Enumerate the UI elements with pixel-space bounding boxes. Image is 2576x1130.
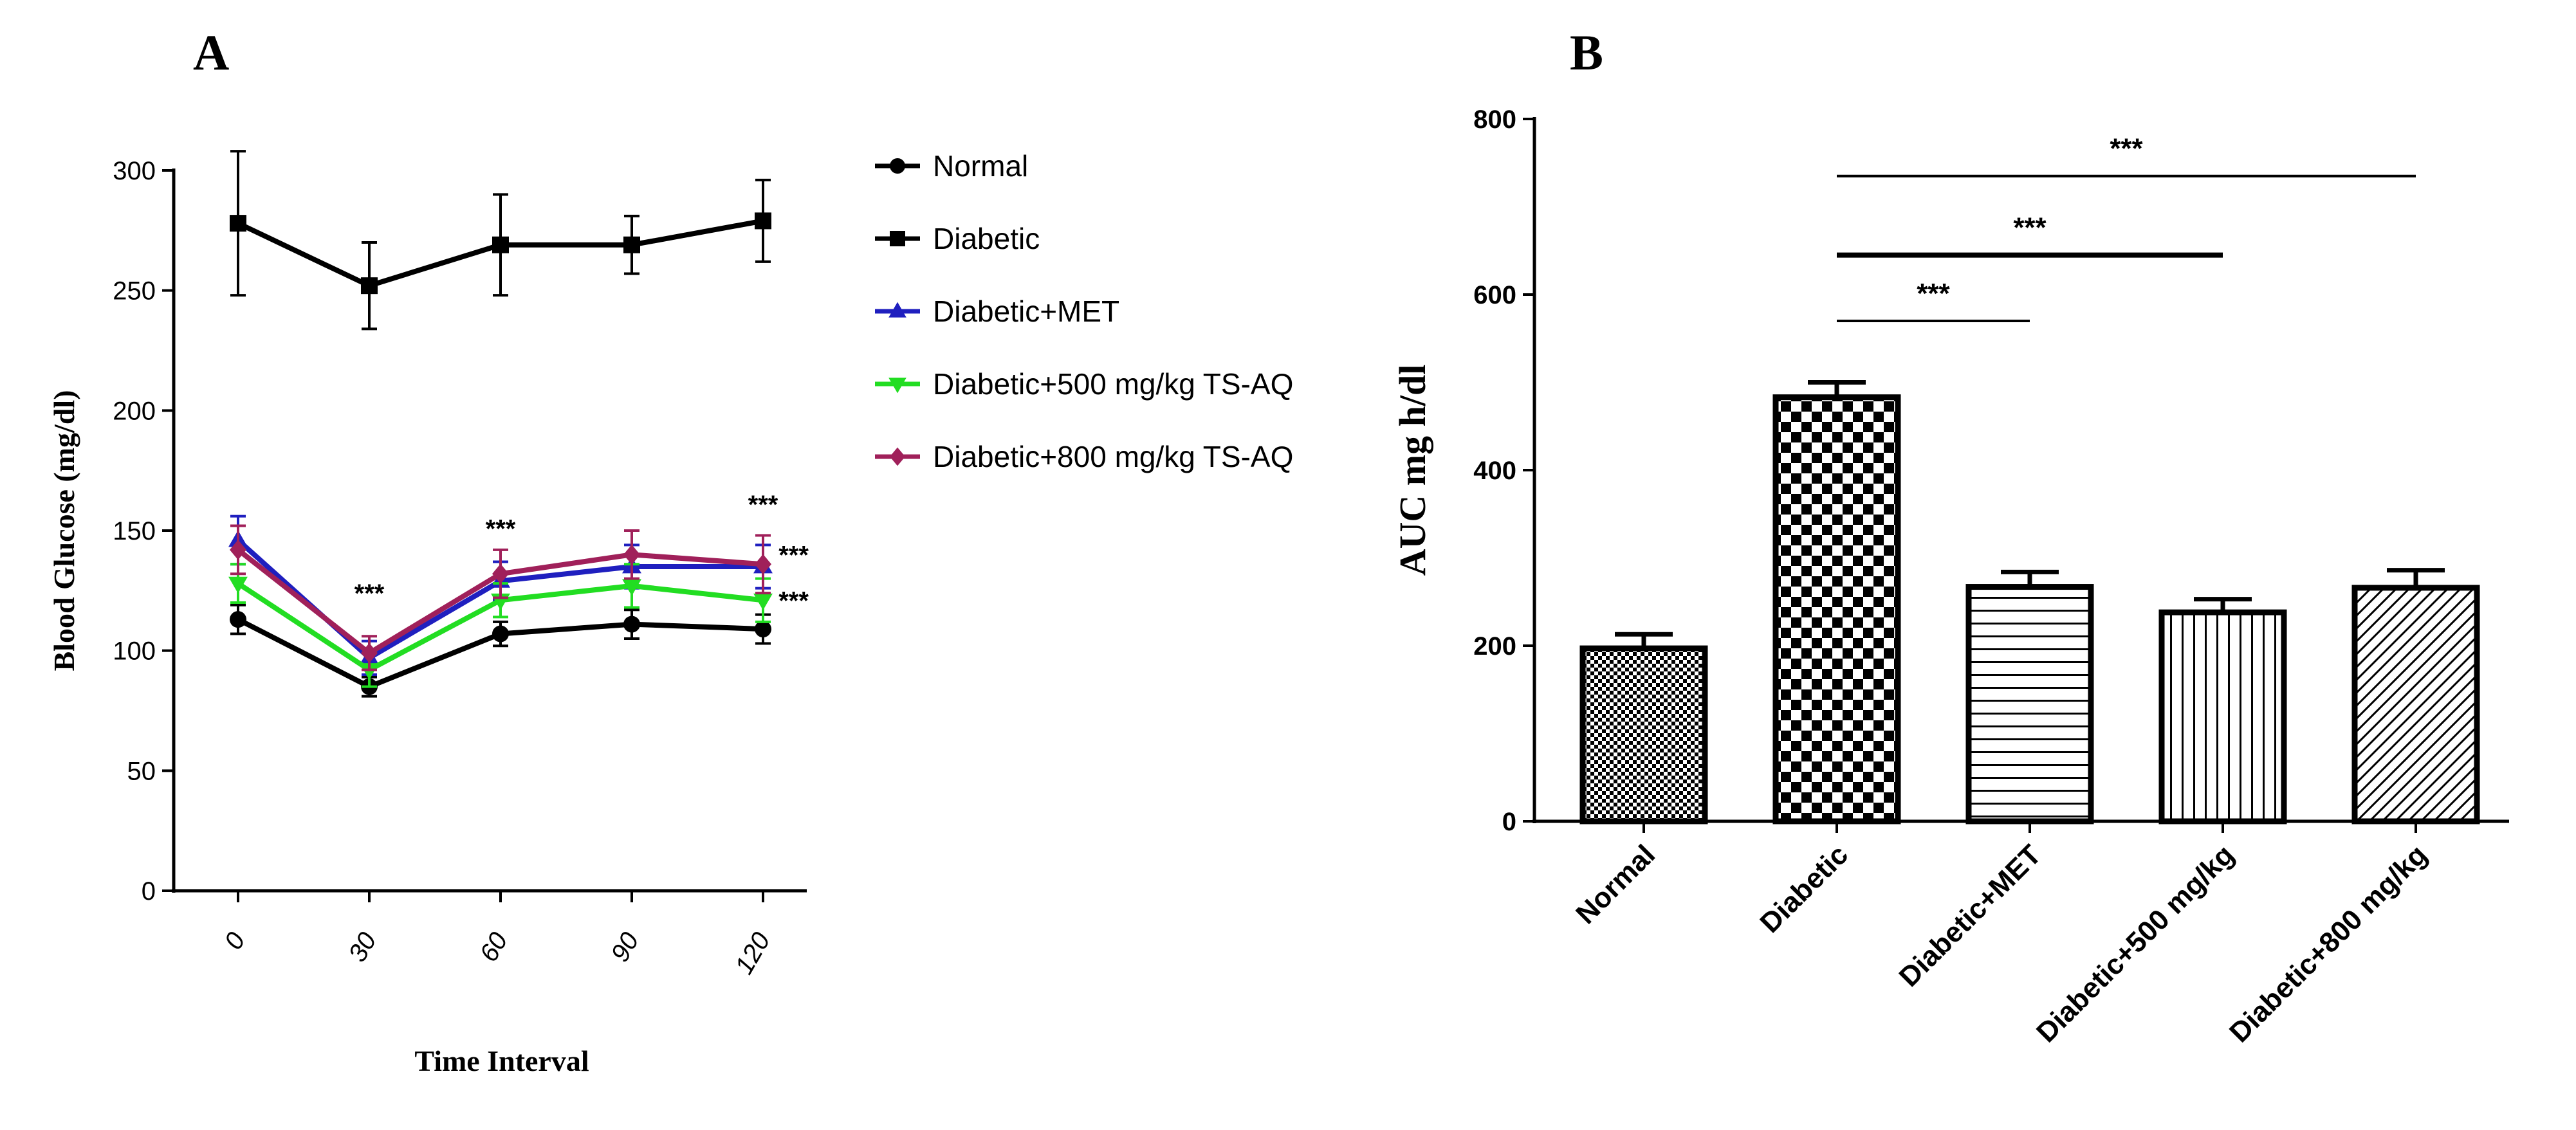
y-tick-label: 250: [113, 277, 156, 305]
y-tick-label: 200: [113, 397, 156, 425]
x-tick-label: 60: [474, 928, 513, 967]
legend-label: Diabetic+MET: [933, 295, 1119, 328]
data-point: [230, 215, 246, 232]
data-point: [228, 576, 248, 594]
x-axis-label: Time Interval: [414, 1044, 589, 1077]
data-point: [623, 236, 640, 253]
data-point: [755, 554, 771, 574]
data-point: [492, 625, 509, 642]
y-tick-label: 0: [1502, 808, 1516, 836]
significance-label: ***: [2110, 133, 2143, 165]
x-tick-label: 0: [219, 928, 251, 954]
legend-panel-a: Normal Diabetic Diabetic+MET Diabetic+500 m…: [875, 149, 1293, 473]
series-1: [230, 150, 771, 331]
y-axis-label: Blood Glucose (mg/dl): [48, 390, 80, 671]
data-point: [361, 642, 378, 663]
legend-label: Diabetic+500 mg/kg TS-AQ: [933, 367, 1293, 401]
significance-label: ***: [2013, 212, 2047, 244]
x-tick-label: Diabetic: [1754, 839, 1854, 939]
legend-item: Normal: [875, 149, 1028, 183]
legend-marker: [890, 158, 905, 174]
legend-marker: [888, 302, 906, 318]
legend-item: Diabetic+800 mg/kg TS-AQ: [875, 440, 1293, 473]
series-4: [230, 524, 771, 671]
legend-marker: [888, 378, 906, 394]
legend-item: Diabetic: [875, 222, 1040, 255]
significance-annotation: ***: [354, 579, 385, 608]
y-tick-label: 300: [113, 157, 156, 185]
y-tick-label: 0: [142, 877, 156, 906]
series-3: [228, 563, 773, 688]
y-tick-label: 200: [1473, 632, 1516, 661]
data-point: [492, 236, 509, 253]
significance-label: ***: [1917, 278, 1950, 309]
data-point: [755, 212, 771, 230]
bar: [1965, 584, 2094, 825]
legend-marker: [890, 231, 905, 246]
bar: [2158, 609, 2287, 825]
data-point: [623, 615, 640, 633]
data-point: [753, 593, 773, 610]
significance-annotation: ***: [486, 515, 516, 543]
y-tick-label: 100: [113, 637, 156, 666]
y-tick-label: 150: [113, 517, 156, 545]
legend-label: Normal: [933, 149, 1028, 183]
panel-a-label: A: [193, 24, 229, 80]
data-point: [360, 663, 379, 680]
y-axis-label: AUC mg h/dl: [1392, 365, 1433, 576]
x-tick-label: Diabetic+800 mg/kg: [2223, 839, 2433, 1048]
data-point: [361, 277, 378, 295]
legend-marker: [890, 447, 905, 466]
y-tick-label: 800: [1473, 105, 1516, 134]
bar: [2351, 585, 2480, 825]
data-point: [492, 563, 509, 584]
x-tick-label: 30: [343, 928, 382, 967]
series-0: [230, 603, 771, 698]
bar-chart-panel-b: 0 200 400 600 800 AUC mg h/dl Normal Diabetic Di…: [1392, 105, 2509, 1048]
data-point: [755, 621, 771, 638]
y-tick-label: 600: [1473, 281, 1516, 309]
x-tick-label: Diabetic+500 mg/kg: [2030, 839, 2240, 1048]
x-tick-label: 120: [730, 928, 775, 980]
bar: [1579, 645, 1708, 825]
x-tick-label: Diabetic+MET: [1893, 839, 2048, 993]
legend-item: Diabetic+500 mg/kg TS-AQ: [875, 367, 1293, 401]
y-tick-label: 50: [127, 757, 156, 785]
x-tick-label: Normal: [1570, 839, 1661, 930]
data-point: [622, 579, 641, 596]
significance-annotation: ***: [778, 541, 809, 569]
panel-b-label: B: [1570, 24, 1603, 80]
legend-item: Diabetic+MET: [875, 295, 1119, 328]
significance-annotation: ***: [778, 587, 809, 615]
data-point: [623, 544, 640, 565]
bar: [1772, 394, 1901, 825]
x-tick-label: 90: [605, 928, 644, 967]
y-tick-label: 400: [1473, 457, 1516, 485]
data-point: [230, 540, 246, 560]
data-point: [230, 611, 246, 628]
significance-annotation: ***: [748, 491, 778, 519]
line-chart-panel-a: 0 50 100 150 200 250 300 0 30 60 90 120 Blood Glucos…: [48, 150, 809, 1077]
legend-label: Diabetic+800 mg/kg TS-AQ: [933, 440, 1293, 473]
legend-label: Diabetic: [933, 222, 1040, 255]
